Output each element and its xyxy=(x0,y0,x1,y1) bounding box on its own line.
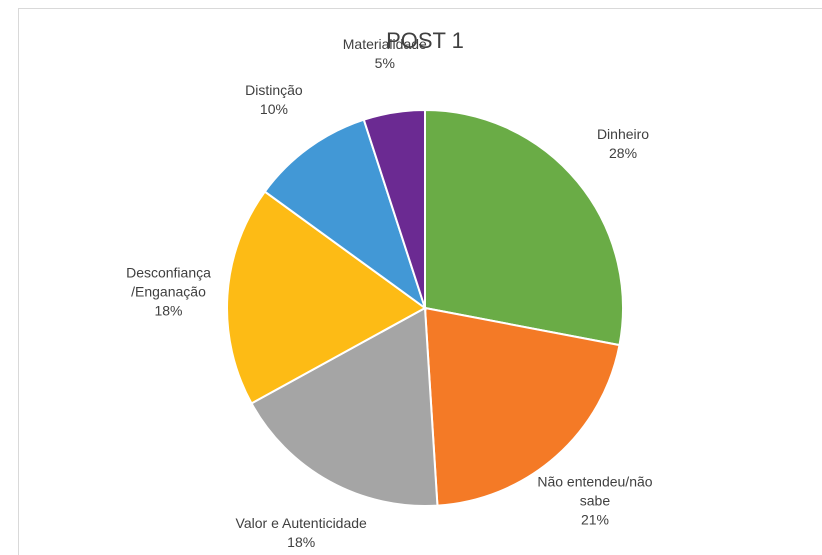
slice-label-value: 18% xyxy=(154,302,183,319)
pie-slice xyxy=(423,306,621,507)
slice-label-value: 18% xyxy=(287,534,316,551)
slice-label-name: Não entendeu/não sabe xyxy=(537,473,653,509)
slice-label-value: 21% xyxy=(580,511,609,528)
chart-title: POST 1 xyxy=(386,28,464,53)
slice-label: Distinção 10% xyxy=(189,81,359,119)
slice-label: Materialidade 5% xyxy=(300,35,470,73)
slice-label-name: Distinção xyxy=(245,82,303,99)
pie-slice xyxy=(226,190,427,405)
slice-label-name: Materialidade xyxy=(342,36,427,53)
slice-label-value: 5% xyxy=(374,55,395,72)
slice-label: Não entendeu/não sabe 21% xyxy=(525,472,665,529)
slice-label-name: Valor e Autenticidade xyxy=(235,515,367,532)
slice-label: Dinheiro 28% xyxy=(538,125,708,163)
slice-label-value: 10% xyxy=(259,101,288,118)
slice-label-value: 28% xyxy=(609,145,638,162)
pie-slice xyxy=(424,108,624,347)
slice-label: Valor e Autenticidade 18% xyxy=(216,514,386,552)
slice-label-name: Dinheiro xyxy=(596,126,650,143)
pie-slice xyxy=(250,306,439,507)
slice-label-name: Desconfiança /Enganação xyxy=(126,264,211,300)
pie-slice xyxy=(362,108,426,309)
slice-label: Desconfiança /Enganação 18% xyxy=(114,263,224,320)
pie-slice xyxy=(263,118,427,311)
